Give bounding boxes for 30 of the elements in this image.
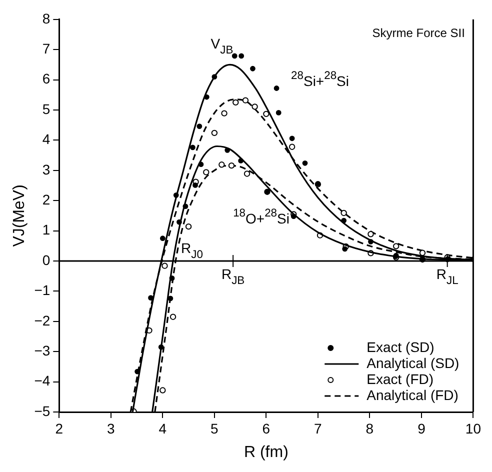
y-tick-label: −1 bbox=[34, 282, 50, 298]
x-tick-label: 7 bbox=[314, 420, 322, 436]
y-tick-label: 4 bbox=[42, 131, 50, 148]
x-tick-label: 8 bbox=[366, 420, 374, 436]
x-tick-label: 9 bbox=[418, 420, 426, 436]
y-tick-label: 7 bbox=[42, 40, 50, 56]
y-tick-label: 3 bbox=[42, 161, 50, 178]
y-tick-label: −2 bbox=[34, 312, 50, 328]
y-axis-title: VJ(MeV) bbox=[11, 184, 28, 247]
y-tick-label: −5 bbox=[34, 402, 50, 419]
y-tick-label: 5 bbox=[42, 100, 50, 117]
annotation: Skyrme Force SII bbox=[372, 26, 465, 40]
x-tick-label: 3 bbox=[107, 420, 116, 436]
x-tick-label: 6 bbox=[262, 420, 270, 436]
y-tick-label: 0 bbox=[42, 252, 50, 268]
x-tick-label: 10 bbox=[465, 420, 482, 436]
y-tick-label: −3 bbox=[34, 342, 50, 358]
x-tick-label: 2 bbox=[55, 420, 64, 436]
x-axis-title: R (fm) bbox=[244, 444, 288, 461]
legend-label: Analytical (FD) bbox=[366, 386, 458, 403]
legend-label: Analytical (SD) bbox=[366, 354, 460, 371]
x-tick-label: 5 bbox=[210, 420, 219, 436]
y-tick-label: 6 bbox=[42, 70, 50, 87]
y-tick-label: 1 bbox=[42, 222, 50, 238]
legend-label: Exact (SD) bbox=[366, 338, 434, 355]
y-tick-label: 8 bbox=[42, 10, 50, 26]
legend-label: Exact (FD) bbox=[366, 370, 434, 387]
y-tick-label: −4 bbox=[34, 372, 50, 389]
y-tick-label: 2 bbox=[42, 191, 50, 208]
x-tick-label: 4 bbox=[158, 420, 167, 436]
